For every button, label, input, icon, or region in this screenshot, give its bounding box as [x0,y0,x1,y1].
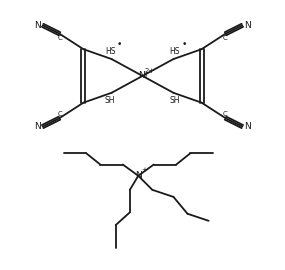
Text: C: C [57,111,62,117]
Text: C: C [57,35,62,41]
Text: N: N [135,171,142,180]
Text: +: + [142,167,147,173]
Text: N: N [34,122,41,131]
Text: Ni: Ni [138,72,147,80]
Text: 2+: 2+ [144,68,155,74]
Text: N: N [244,21,251,30]
Text: C: C [223,35,228,41]
Text: HS: HS [105,47,115,56]
Text: SH: SH [170,96,180,105]
Text: N: N [34,21,41,30]
Text: C: C [223,111,228,117]
Text: •: • [182,40,187,49]
Text: N: N [244,122,251,131]
Text: •: • [117,40,122,49]
Text: SH: SH [105,96,115,105]
Text: HS: HS [170,47,180,56]
